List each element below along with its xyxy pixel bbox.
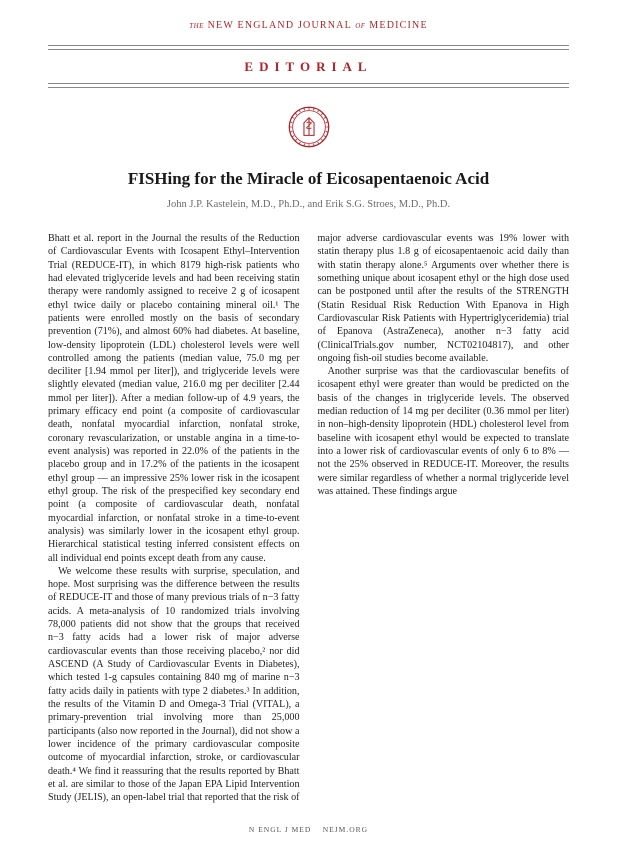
- footer-left: N ENGL J MED: [249, 825, 311, 834]
- body-columns: Bhatt et al. report in the Journal the r…: [48, 232, 569, 808]
- page-footer: N ENGL J MED NEJM.ORG: [0, 825, 617, 834]
- body-paragraph: Another surprise was that the cardiovasc…: [318, 365, 570, 498]
- section-label: EDITORIAL: [244, 59, 372, 74]
- page: The NEW ENGLAND JOURNAL of MEDICINE EDIT…: [0, 0, 617, 846]
- footer-right: NEJM.ORG: [323, 825, 368, 834]
- editorial-rule-inner: EDITORIAL: [48, 49, 569, 84]
- journal-name-main-a: NEW ENGLAND JOURNAL: [208, 20, 352, 31]
- seal-container: [48, 106, 569, 153]
- body-paragraph: Bhatt et al. report in the Journal the r…: [48, 232, 300, 565]
- journal-name-main-b: MEDICINE: [369, 20, 427, 31]
- article-authors: John J.P. Kastelein, M.D., Ph.D., and Er…: [48, 199, 569, 210]
- nejm-seal-icon: [288, 106, 330, 153]
- editorial-rule-outer: EDITORIAL: [48, 45, 569, 88]
- journal-name-the: The: [189, 20, 204, 31]
- article-title: FISHing for the Miracle of Eicosapentaen…: [48, 169, 569, 189]
- journal-name-of: of: [355, 20, 365, 31]
- journal-name: The NEW ENGLAND JOURNAL of MEDICINE: [48, 20, 569, 31]
